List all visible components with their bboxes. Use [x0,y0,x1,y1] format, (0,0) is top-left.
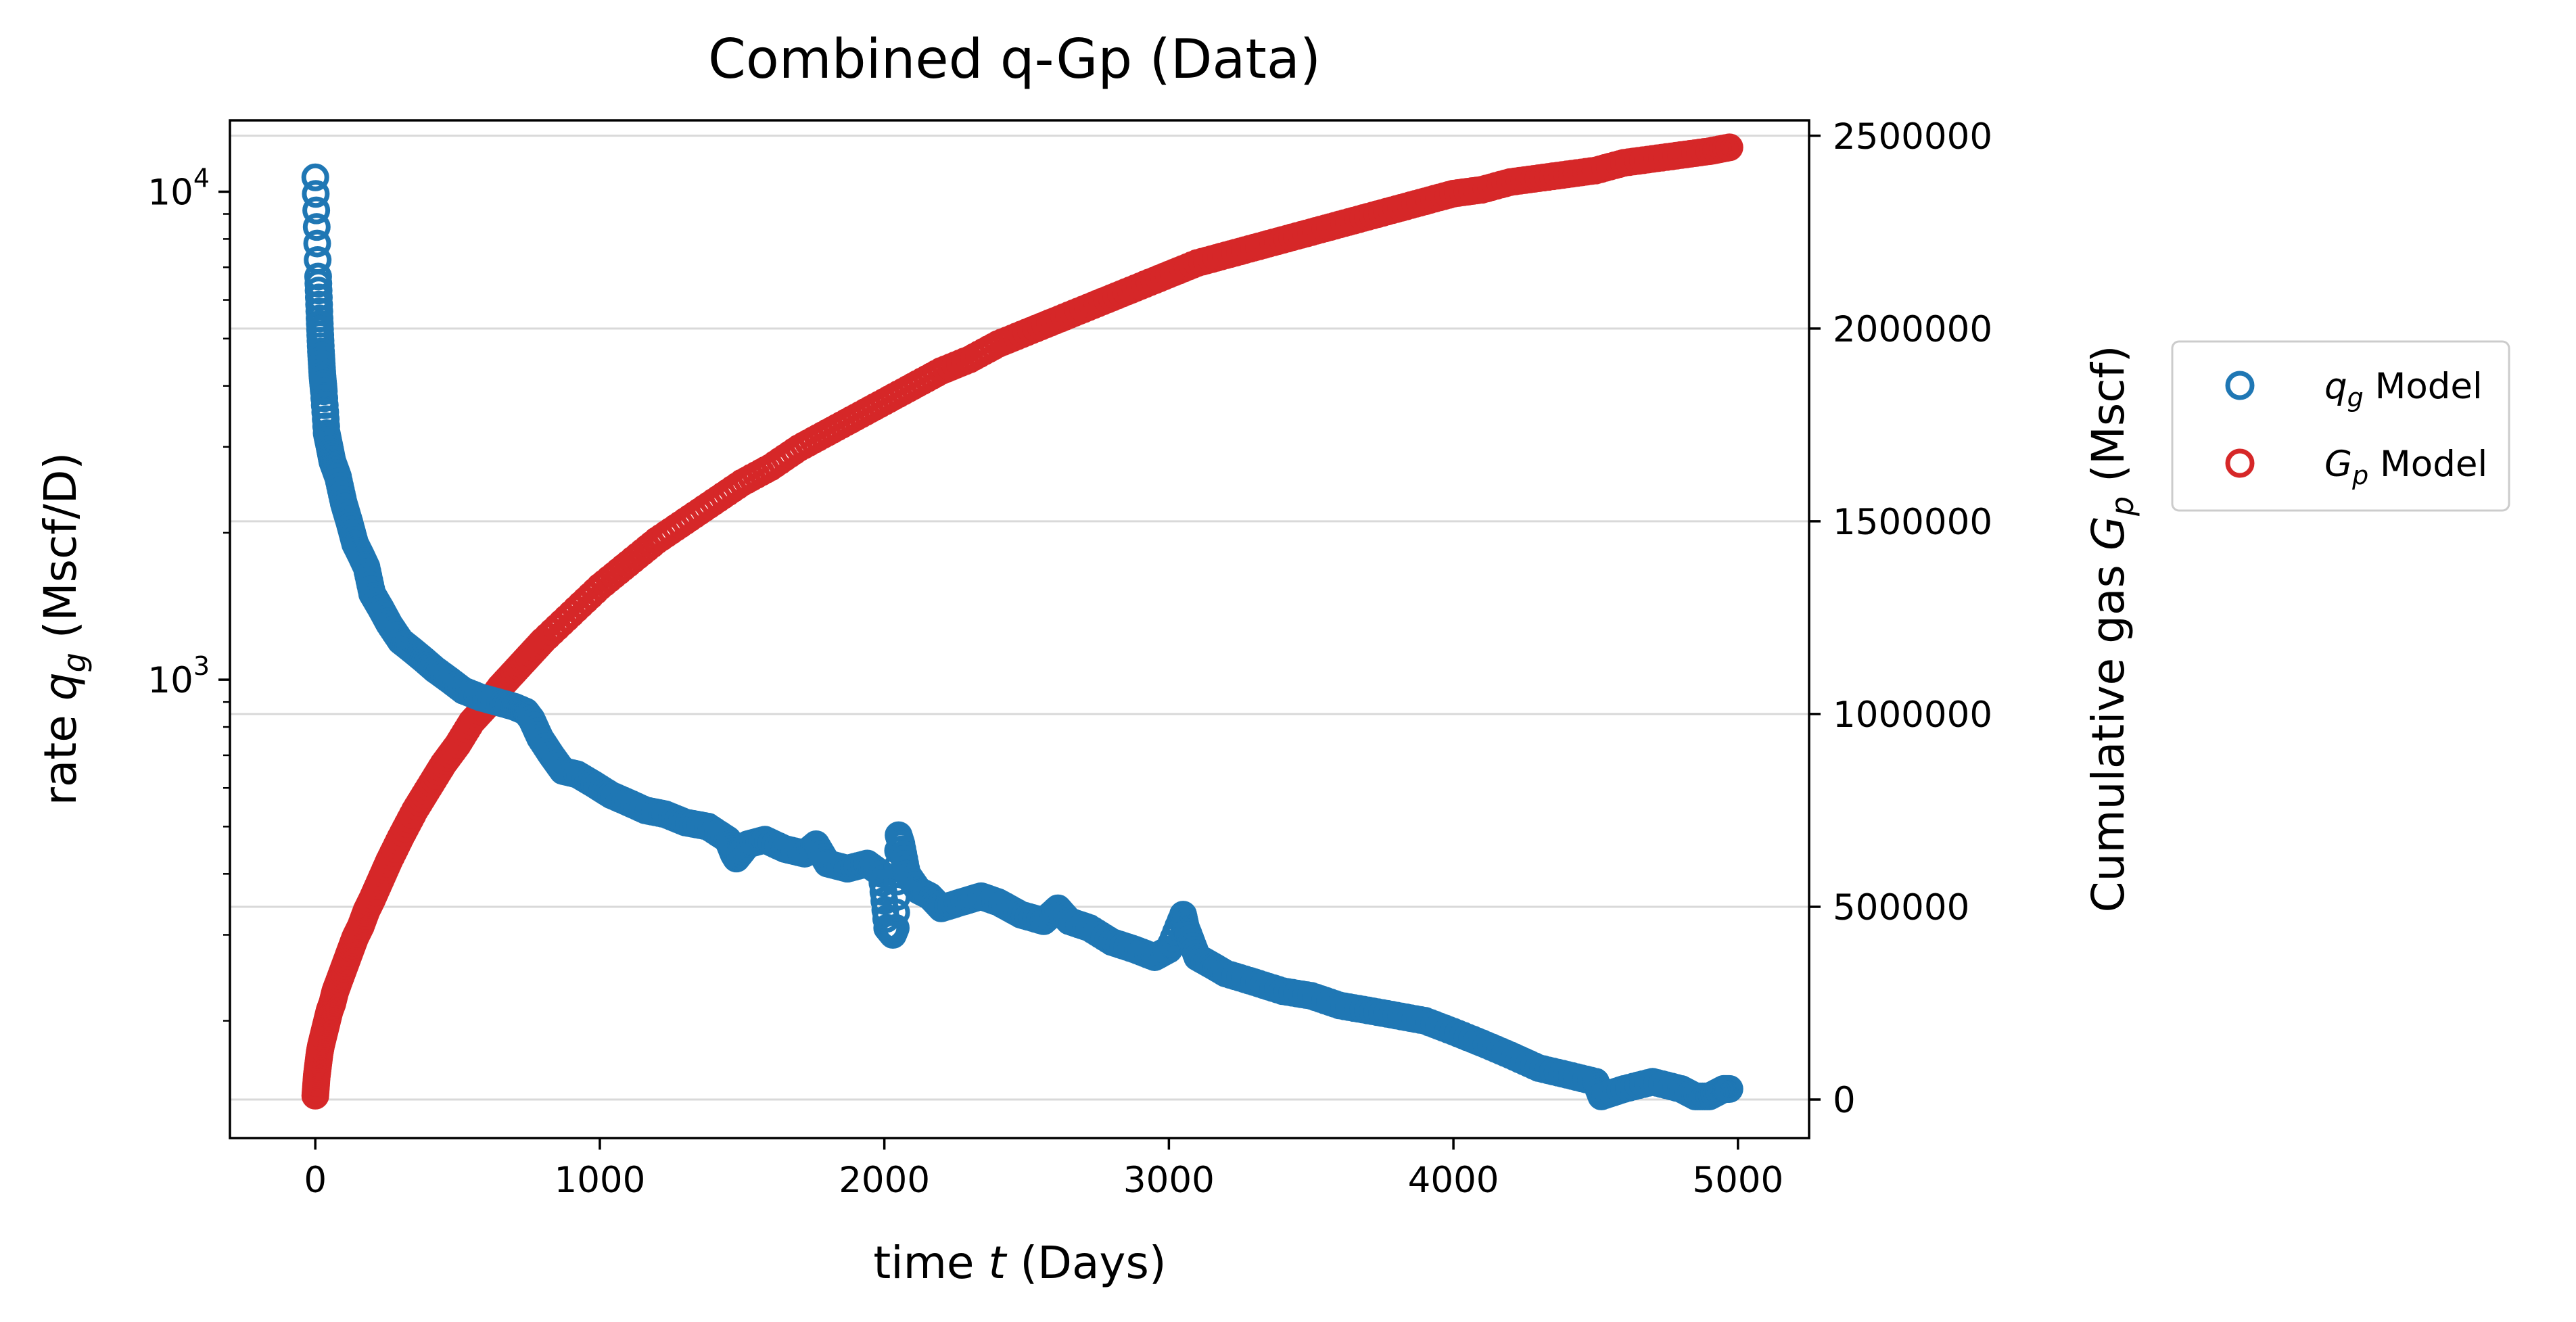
legend-label-qg: qg Model [2324,366,2483,412]
qg-point [882,898,910,926]
qg-point [1715,1075,1743,1103]
x-tick-label: 5000 [1692,1160,1783,1201]
y-axis-left-label: rate qg (Mscf/D) [34,452,93,806]
gp-series [301,133,1743,1110]
x-tick-label: 3000 [1123,1160,1215,1201]
legend-frame [2171,340,2510,512]
y-right-tick-label: 2000000 [1833,309,1992,350]
y-axis-right: 0 500000 1000000 1500000 2000000 2500000 [1809,116,1992,1121]
qg-point [881,914,910,942]
x-tick-label: 2000 [839,1160,930,1201]
qg-point [303,229,331,258]
legend: qg Model Gp Model [2171,340,2510,512]
legend-marker-gp [2225,448,2255,478]
gp-point [1715,133,1743,162]
x-tick-label: 4000 [1408,1160,1499,1201]
y-right-tick-label: 2500000 [1833,116,1992,158]
qg-series [301,163,1743,1110]
x-tick-label: 0 [304,1160,327,1201]
qg-point [868,869,897,897]
y-right-tick-label: 1500000 [1833,502,1992,543]
y-left-tick-label: 103 [147,651,210,701]
qg-point [302,196,331,225]
x-axis: 0 1000 2000 3000 4000 5000 [304,1138,1783,1201]
y-left-tick-label: 104 [147,163,210,213]
x-axis-label: time t (Days) [873,1237,1166,1289]
y-right-tick-label: 0 [1833,1080,1856,1121]
legend-marker-qg [2225,371,2255,400]
qg-point [867,859,895,888]
y-axis-left: 103 104 [147,163,230,1022]
qg-point [302,213,331,241]
y-axis-right-label: Cumulative gas Gp (Mscf) [2082,345,2140,912]
y-right-tick-label: 500000 [1833,887,1969,928]
x-tick-label: 1000 [554,1160,645,1201]
qg-point [301,163,329,191]
chart-title: Combined q-Gp (Data) [708,28,1321,91]
qg-point [302,180,330,208]
y-right-tick-label: 1000000 [1833,694,1992,736]
plot-area-frame [229,119,1810,1139]
legend-label-gp: Gp Model [2324,444,2487,490]
